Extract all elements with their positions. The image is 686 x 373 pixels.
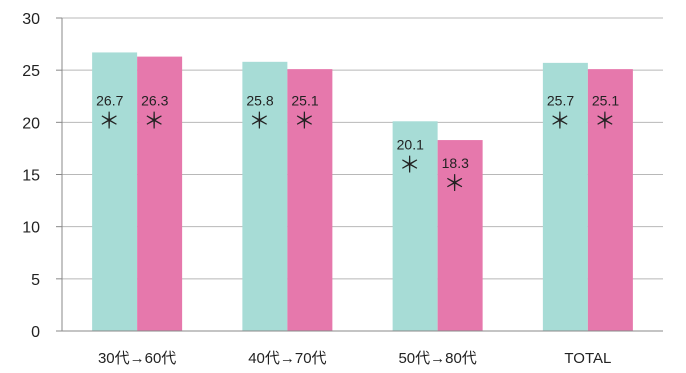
bar (392, 121, 438, 331)
data-label: 25.1 (592, 92, 619, 108)
y-tick-label: 20 (22, 115, 40, 132)
y-tick-label: 30 (22, 11, 40, 28)
y-tick-label: 25 (22, 63, 40, 80)
x-category-label: TOTAL (564, 350, 611, 367)
data-label: 18.3 (442, 155, 469, 171)
x-category-label: 50代→80代 (398, 350, 476, 367)
significance-mark: ＊ (594, 109, 616, 134)
significance-mark: ＊ (444, 172, 466, 197)
y-axis-ticks: 0 5 10 15 20 25 30 (22, 11, 62, 341)
significance-mark: ＊ (293, 109, 315, 134)
x-axis-categories: 30代→60代 40代→70代 50代→80代 TOTAL (98, 350, 611, 367)
bar (242, 61, 288, 331)
bar (137, 56, 183, 331)
significance-mark: ＊ (549, 109, 571, 134)
data-labels: 26.7＊26.3＊25.8＊25.1＊20.1＊ 18.3＊25.7＊25.1＊ (96, 92, 619, 197)
data-label: 26.3 (141, 92, 168, 108)
data-label: 20.1 (397, 136, 424, 152)
bar (287, 69, 333, 331)
y-tick-label: 5 (31, 272, 40, 289)
bar (542, 62, 588, 331)
x-category-label: 30代→60代 (98, 350, 176, 367)
y-tick-label: 15 (22, 168, 40, 185)
significance-mark: ＊ (143, 109, 165, 134)
significance-mark: ＊ (399, 153, 421, 178)
bar (587, 69, 633, 331)
bars (92, 52, 633, 332)
y-tick-label: 10 (22, 220, 40, 237)
x-category-label: 40代→70代 (248, 350, 326, 367)
data-label: 25.7 (547, 92, 574, 108)
data-label: 26.7 (96, 92, 123, 108)
data-label: 25.8 (246, 92, 273, 108)
bar (437, 140, 483, 331)
significance-mark: ＊ (248, 109, 270, 134)
bar (92, 52, 138, 332)
data-label: 25.1 (291, 92, 318, 108)
y-tick-label: 0 (31, 324, 40, 341)
significance-mark: ＊ (98, 109, 120, 134)
